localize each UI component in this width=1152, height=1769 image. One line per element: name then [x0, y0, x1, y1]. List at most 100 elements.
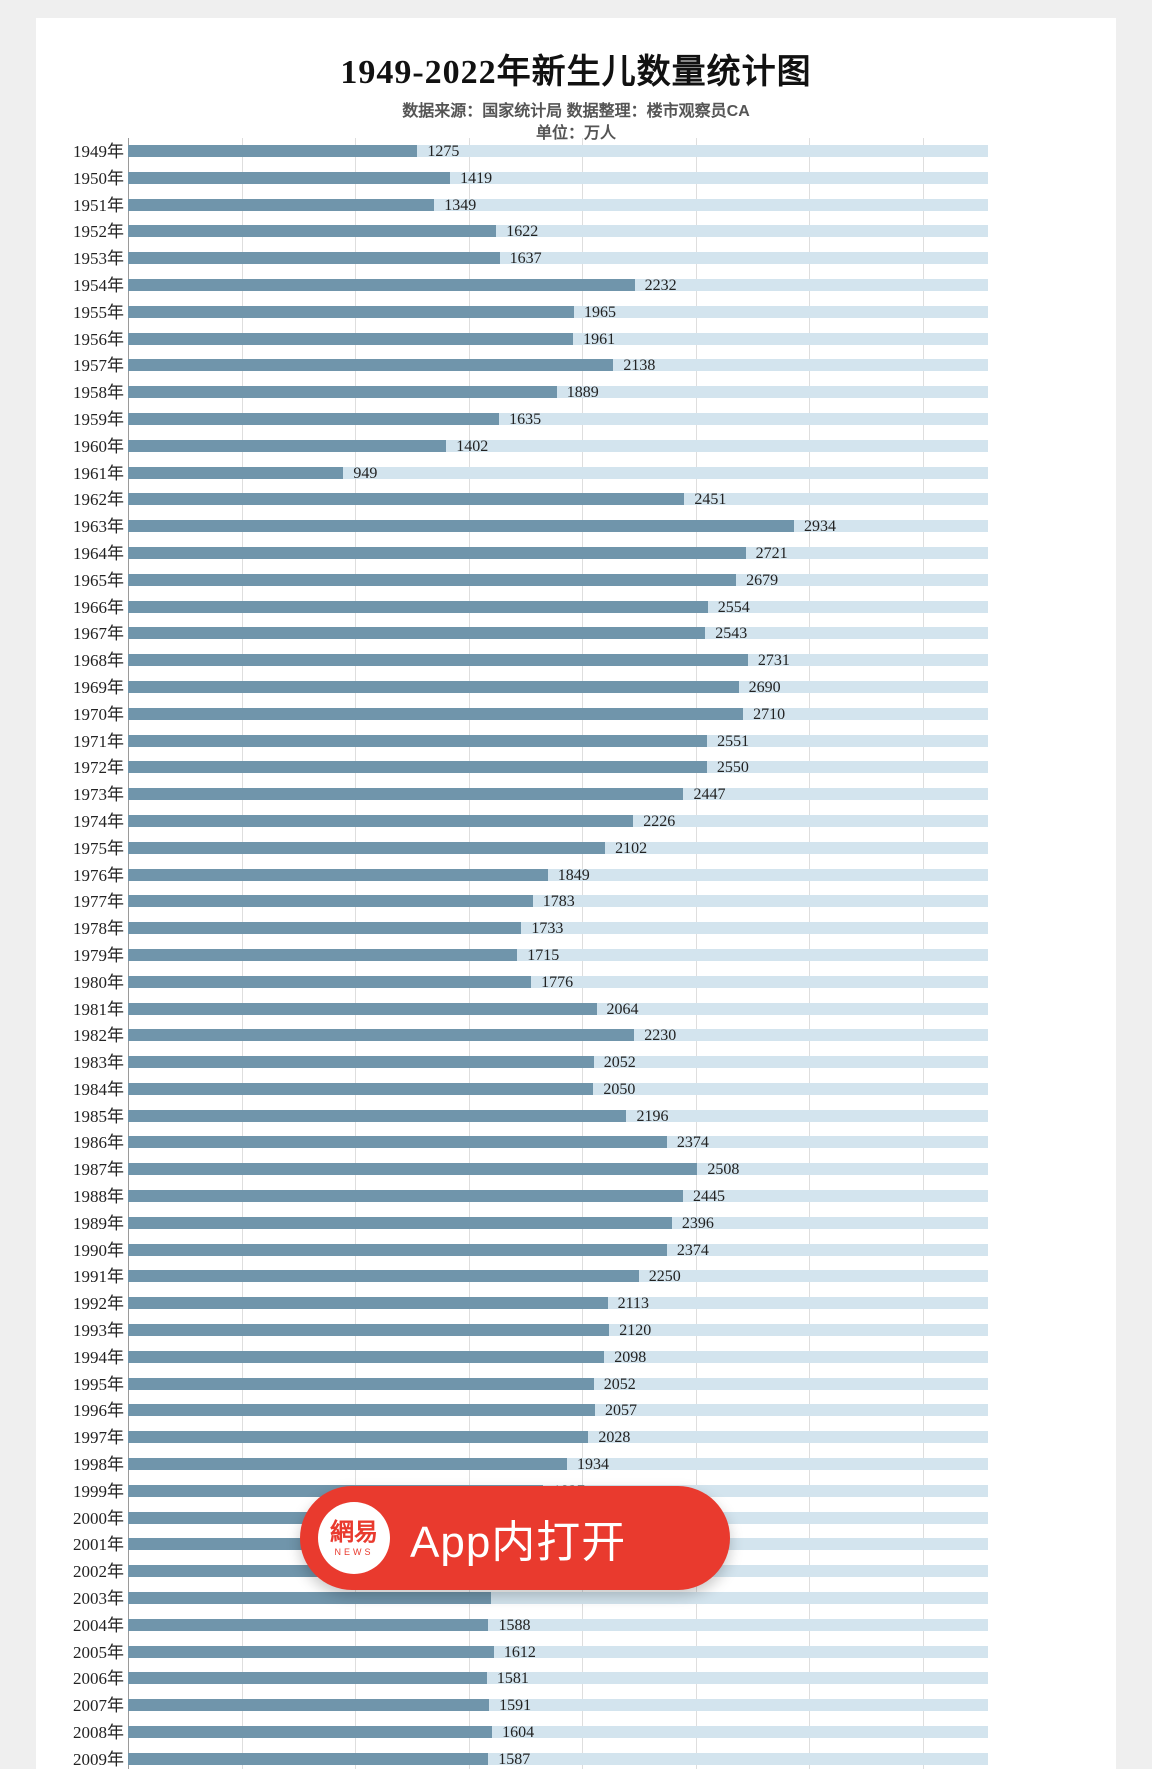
bar-row: 1965年 2679	[36, 567, 1116, 594]
year-label: 1993年	[73, 1321, 124, 1341]
year-label: 1954年	[73, 275, 124, 295]
bar-plot: 2250	[128, 1263, 988, 1290]
bar	[128, 895, 533, 908]
value-label: 2098	[614, 1348, 647, 1366]
bar-row: 1998年 1934	[36, 1451, 1116, 1478]
bar-row: 1961年 949	[36, 460, 1116, 487]
bar-row: 1950年 1419	[36, 165, 1116, 192]
bar-row: 2005年 1612	[36, 1639, 1116, 1666]
bar-plot: 2230	[128, 1022, 988, 1049]
value-label: 1349	[444, 196, 477, 214]
bar-plot: 2508	[128, 1156, 988, 1183]
bar	[128, 493, 685, 506]
value-label: 2721	[755, 544, 788, 562]
open-in-app-label: App内打开	[410, 1518, 627, 1567]
bar	[128, 922, 522, 935]
bar-row: 1979年 1715	[36, 942, 1116, 969]
year-label: 1967年	[73, 624, 124, 644]
bar-plot: 1402	[128, 433, 988, 460]
year-label: 1988年	[73, 1187, 124, 1207]
year-label: 1960年	[73, 436, 124, 456]
value-label: 2102	[615, 839, 648, 857]
chart-title: 1949-2022年新生儿数量统计图	[340, 54, 812, 91]
bar-plot: 2050	[128, 1076, 988, 1103]
bar	[128, 868, 548, 881]
bar-row: 1954年 2232	[36, 272, 1116, 299]
year-label: 1968年	[73, 651, 124, 671]
value-label: 1588	[498, 1616, 531, 1634]
year-label: 2008年	[73, 1723, 124, 1743]
bar	[128, 1458, 568, 1471]
bar	[128, 1163, 698, 1176]
year-label: 1977年	[73, 892, 124, 912]
bar-plot: 2445	[128, 1183, 988, 1210]
bar-plot: 2451	[128, 486, 988, 513]
bar	[128, 1002, 597, 1015]
bar-plot	[128, 1585, 988, 1612]
bar-plot: 2710	[128, 701, 988, 728]
value-label: 1587	[498, 1750, 531, 1768]
year-label: 1958年	[73, 383, 124, 403]
bar	[128, 707, 744, 720]
bar-plot: 2690	[128, 674, 988, 701]
chart-card: 1949-2022年新生儿数量统计图 数据来源：国家统计局 数据整理：楼市观察员…	[36, 18, 1116, 1769]
bar	[128, 1190, 683, 1203]
bar-plot: 2731	[128, 647, 988, 674]
bar-row: 2004年 1588	[36, 1612, 1116, 1639]
bar-row: 1963年 2934	[36, 513, 1116, 540]
bar	[128, 1645, 494, 1658]
bar-plot: 1581	[128, 1665, 988, 1692]
bar-row: 1970年 2710	[36, 701, 1116, 728]
year-label: 1952年	[73, 222, 124, 242]
bar	[128, 1377, 594, 1390]
value-label: 2250	[648, 1268, 681, 1286]
year-label: 1994年	[73, 1347, 124, 1367]
value-label: 2120	[619, 1322, 652, 1340]
bar-row: 1958年 1889	[36, 379, 1116, 406]
year-label: 2000年	[73, 1508, 124, 1528]
year-label: 2004年	[73, 1615, 124, 1635]
value-label: 2690	[748, 678, 781, 696]
year-label: 1955年	[73, 302, 124, 322]
year-label: 2001年	[73, 1535, 124, 1555]
bar	[128, 439, 447, 452]
bar-row: 1951年 1349	[36, 192, 1116, 219]
bar-plot: 1587	[128, 1746, 988, 1769]
bar	[128, 1216, 672, 1229]
bar-plot: 2934	[128, 513, 988, 540]
bar	[128, 520, 795, 533]
bar-row: 1968年 2731	[36, 647, 1116, 674]
bar-row: 1955年 1965	[36, 299, 1116, 326]
year-label: 1975年	[73, 838, 124, 858]
year-label: 1990年	[73, 1240, 124, 1260]
bar-row: 1952年 1622	[36, 218, 1116, 245]
year-label: 1963年	[73, 517, 124, 537]
bar	[128, 1350, 605, 1363]
bar	[128, 841, 606, 854]
bar	[128, 1618, 489, 1631]
bar-plot: 2721	[128, 540, 988, 567]
year-label: 1953年	[73, 249, 124, 269]
bar-plot: 2550	[128, 754, 988, 781]
bar-row: 1949年 1275	[36, 138, 1116, 165]
bar-row: 1993年 2120	[36, 1317, 1116, 1344]
bar-plot: 2554	[128, 594, 988, 621]
bar	[128, 1592, 491, 1605]
value-label: 2396	[681, 1214, 714, 1232]
bar	[128, 680, 739, 693]
bar	[128, 1297, 608, 1310]
bar	[128, 252, 500, 265]
bar-plot: 2113	[128, 1290, 988, 1317]
year-label: 1966年	[73, 597, 124, 617]
value-label: 1961	[583, 330, 616, 348]
value-label: 2052	[603, 1375, 636, 1393]
year-label: 1997年	[73, 1428, 124, 1448]
open-in-app-button[interactable]: 網易 NEWS App内打开	[300, 1486, 730, 1590]
bar-row: 1985年 2196	[36, 1103, 1116, 1130]
bar-plot: 1635	[128, 406, 988, 433]
bar-row: 2006年 1581	[36, 1665, 1116, 1692]
bar-row: 1967年 2543	[36, 620, 1116, 647]
value-label: 2679	[746, 571, 779, 589]
bar-row: 1995年 2052	[36, 1371, 1116, 1398]
bar-row: 1992年 2113	[36, 1290, 1116, 1317]
